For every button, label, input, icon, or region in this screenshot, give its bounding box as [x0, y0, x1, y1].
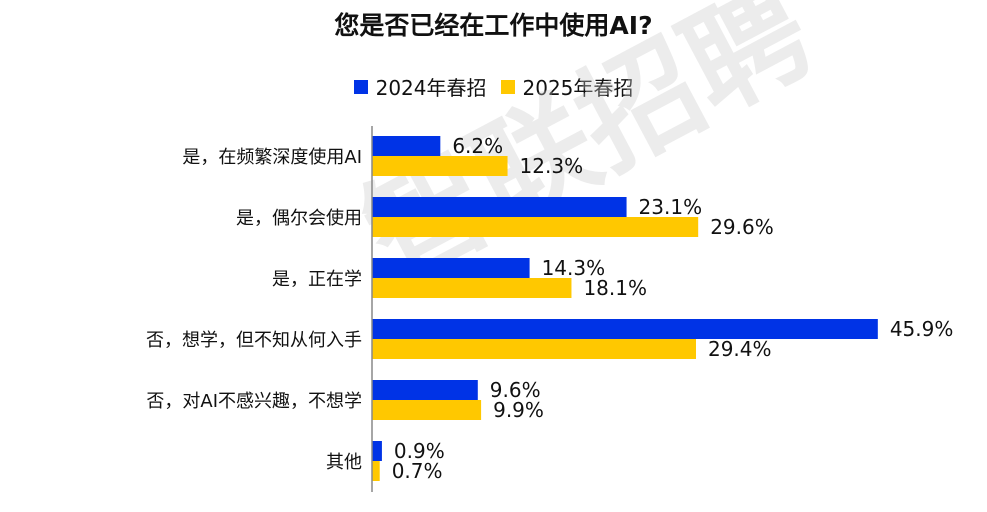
- bar: [372, 278, 572, 298]
- data-label: 45.9%: [890, 317, 954, 341]
- category-label: 其他: [326, 452, 362, 473]
- bar: [372, 380, 478, 400]
- category-label: 是，正在学: [272, 269, 362, 290]
- legend-item-2024: 2024年春招: [353, 72, 487, 101]
- legend: 2024年春招 2025年春招: [0, 72, 987, 101]
- bar: [372, 339, 696, 359]
- bar: [372, 156, 508, 176]
- bar: [372, 258, 530, 278]
- bar: [372, 197, 627, 217]
- legend-swatch: [353, 79, 368, 94]
- legend-swatch: [500, 79, 515, 94]
- category-label: 是，偶尔会使用: [236, 208, 362, 229]
- legend-item-2025: 2025年春招: [500, 72, 634, 101]
- legend-label: 2025年春招: [522, 76, 634, 100]
- chart-title: 您是否已经在工作中使用AI?: [334, 11, 653, 40]
- data-label: 18.1%: [583, 276, 647, 300]
- bar: [372, 319, 878, 339]
- category-label: 否，想学，但不知从何入手: [146, 330, 362, 351]
- data-label: 14.3%: [542, 256, 606, 280]
- data-label: 0.7%: [392, 459, 443, 483]
- data-label: 23.1%: [639, 195, 703, 219]
- data-label: 29.6%: [710, 215, 774, 239]
- data-label: 6.2%: [452, 134, 503, 158]
- category-label: 是，在频繁深度使用AI: [182, 147, 362, 168]
- bar: [372, 441, 382, 461]
- data-label: 9.9%: [493, 398, 544, 422]
- data-label: 0.9%: [394, 439, 445, 463]
- bar: [372, 461, 380, 481]
- bar: [372, 400, 482, 420]
- bar: [372, 136, 441, 156]
- data-label: 9.6%: [490, 378, 541, 402]
- data-label: 29.4%: [708, 337, 772, 361]
- legend-label: 2024年春招: [375, 76, 487, 100]
- category-label: 否，对AI不感兴趣，不想学: [146, 391, 362, 412]
- data-label: 12.3%: [520, 154, 584, 178]
- bar: [372, 217, 699, 237]
